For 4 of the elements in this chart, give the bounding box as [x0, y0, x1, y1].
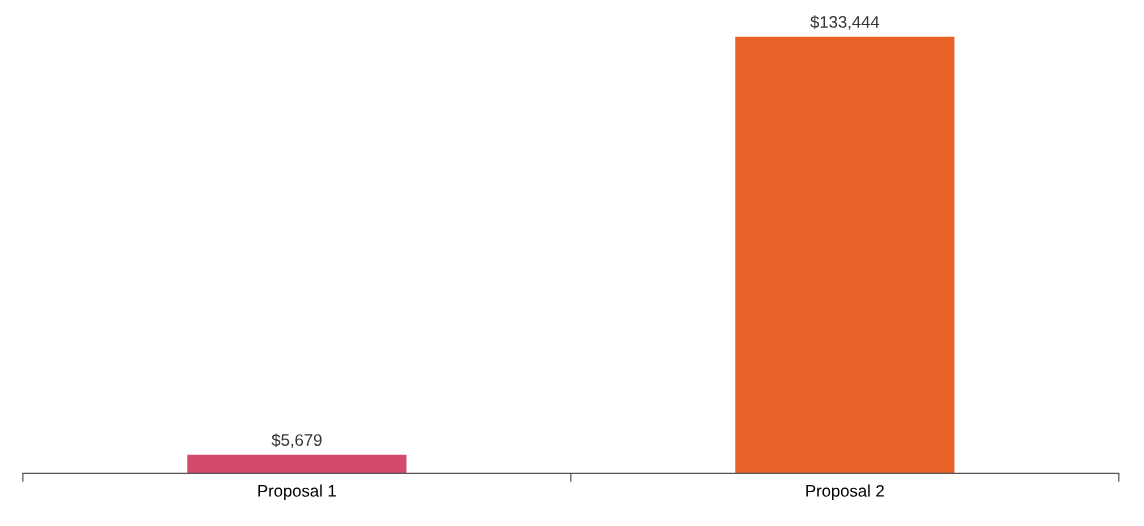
x-tick-label: Proposal 2: [806, 484, 884, 501]
x-tick-label: Proposal 1: [258, 484, 336, 501]
data-label: $5,679: [271, 433, 322, 448]
data-label: $133,444: [810, 15, 880, 30]
